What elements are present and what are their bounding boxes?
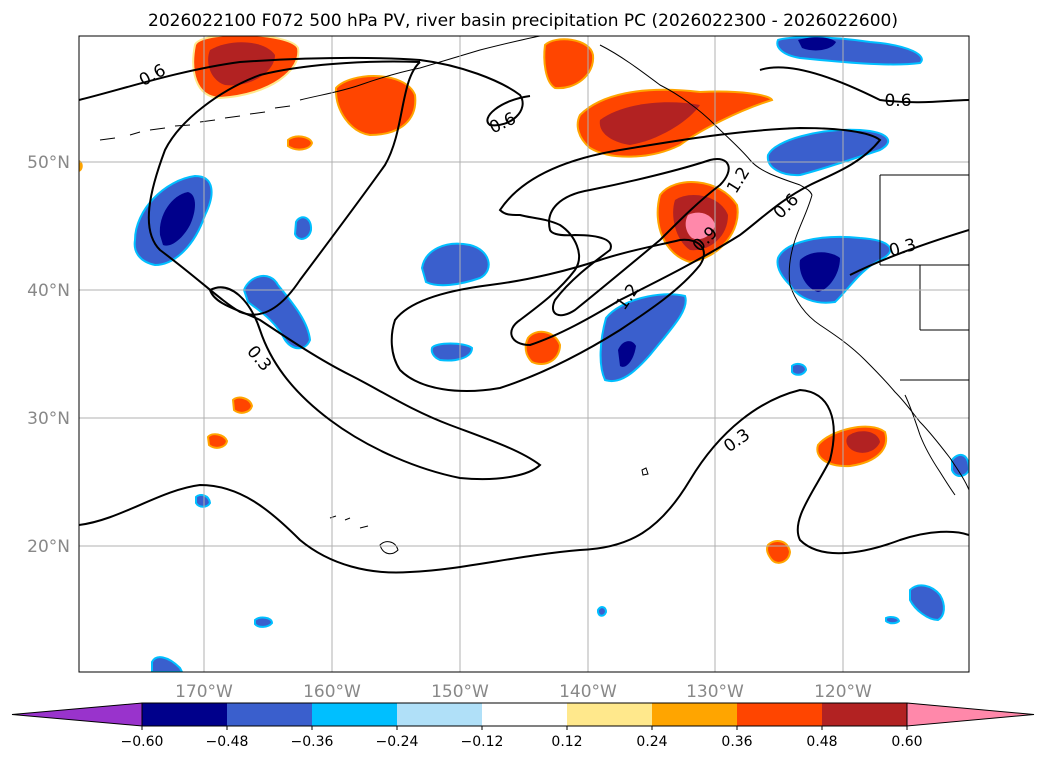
contour-0.3-inner	[208, 286, 542, 481]
colorbar-segment	[652, 703, 737, 726]
colorbar-tick-label: 0.12	[551, 734, 582, 750]
colorbar-segment	[312, 703, 397, 726]
anomaly-pos	[766, 539, 792, 564]
anomaly-pos	[79, 160, 83, 172]
lat-label: 50°N	[27, 153, 70, 173]
hawaii-islands	[329, 515, 399, 555]
lon-label: 130°W	[686, 682, 744, 702]
colorbar-tick-label: −0.36	[291, 734, 334, 750]
anomaly-neg	[151, 656, 184, 672]
anomaly-pos	[543, 38, 595, 90]
lat-label: 30°N	[27, 409, 70, 429]
colorbar-segment	[397, 703, 482, 726]
colorbar-tick-label: −0.12	[461, 734, 504, 750]
colorbar-tick-label: 0.24	[636, 734, 667, 750]
anomaly-neg-core	[799, 252, 840, 292]
contour-label: 0.6	[884, 91, 911, 111]
colorbar-segment	[142, 703, 227, 726]
colorbar-segment	[737, 703, 822, 726]
map-frame	[78, 35, 970, 673]
us-west-coast	[788, 194, 969, 491]
contour-0.6-east	[759, 66, 969, 104]
lon-label: 170°W	[175, 682, 233, 702]
lon-label: 120°W	[814, 682, 872, 702]
colorbar-segment	[227, 703, 312, 726]
anomaly-neg	[420, 242, 490, 287]
anomaly-neg	[909, 584, 945, 622]
bc-coast	[599, 44, 813, 196]
anomaly-neg	[254, 616, 274, 628]
anomaly-pos-peak	[685, 212, 715, 240]
anomaly-neg	[885, 616, 901, 625]
figure-title: 2026022100 F072 500 hPa PV, river basin …	[148, 11, 898, 31]
anomaly-neg-core	[618, 341, 636, 367]
colorbar: −0.60 −0.48 −0.36 −0.24 −0.12 0.12 0.24 0.36 0.4…	[11, 702, 1035, 750]
lon-label: 140°W	[559, 682, 617, 702]
colorbar-segment	[822, 703, 907, 726]
colorbar-extend-high	[906, 702, 1035, 727]
contour-0.6-north	[79, 56, 531, 127]
anomaly-neg	[293, 216, 313, 240]
anomaly-neg-core	[159, 192, 195, 246]
colorbar-tick-label: 0.36	[721, 734, 752, 750]
anomaly-pos-core	[599, 102, 700, 145]
contour-1.2	[548, 158, 730, 317]
colorbar-frame	[141, 702, 908, 727]
contour-0.6-loop	[147, 60, 421, 316]
anomaly-pos	[206, 433, 229, 449]
lat-label: 20°N	[27, 537, 70, 557]
small-island	[641, 467, 649, 476]
state-border	[879, 174, 969, 381]
colorbar-extend-low	[11, 702, 143, 727]
anomaly-pos	[231, 396, 254, 414]
anomaly-neg	[791, 362, 808, 376]
baja-coast	[904, 394, 956, 496]
anomaly-pos	[334, 75, 417, 137]
colorbar-segment	[482, 703, 567, 726]
anomaly-pos	[524, 330, 562, 365]
contour-0.3-outer	[79, 388, 969, 574]
anomaly-neg-core	[798, 37, 836, 51]
negative-anomalies	[133, 36, 969, 672]
colorbar-tick-label: −0.48	[206, 734, 249, 750]
colorbar-tick-label: −0.24	[376, 734, 419, 750]
lon-label: 150°W	[431, 682, 489, 702]
lat-label: 40°N	[27, 281, 70, 301]
anomaly-neg	[766, 128, 890, 177]
positive-anomalies	[79, 36, 888, 564]
anomaly-pos-core	[208, 42, 275, 86]
anomaly-pos-core	[846, 431, 880, 453]
coastlines	[99, 36, 969, 555]
colorbar-segment	[567, 703, 652, 726]
contour-0.3-mid	[390, 238, 705, 392]
pv-contours	[79, 56, 969, 574]
contour-0.3-east	[849, 229, 969, 276]
lat-labels: 50°N 40°N 30°N 20°N	[27, 153, 70, 557]
anomaly-neg	[242, 275, 312, 350]
anomaly-neg	[430, 342, 474, 362]
colorbar-tick-label: 0.48	[806, 734, 837, 750]
anomaly-neg	[195, 494, 212, 508]
lon-label: 160°W	[303, 682, 361, 702]
gridlines	[79, 36, 969, 672]
contour-0.9	[498, 126, 882, 347]
anomaly-neg	[597, 606, 608, 617]
anomaly-pos	[287, 135, 314, 151]
colorbar-tick-label: 0.60	[891, 734, 922, 750]
colorbar-tick-label: −0.60	[121, 734, 164, 750]
lon-labels: 170°W 160°W 150°W 140°W 130°W 120°W	[175, 682, 872, 702]
alaska-coast	[299, 36, 541, 101]
map-panel: 0.6 0.6 0.6 1.2 0.9 0.6 0.3 1.2 0.3 0.3	[78, 35, 970, 673]
